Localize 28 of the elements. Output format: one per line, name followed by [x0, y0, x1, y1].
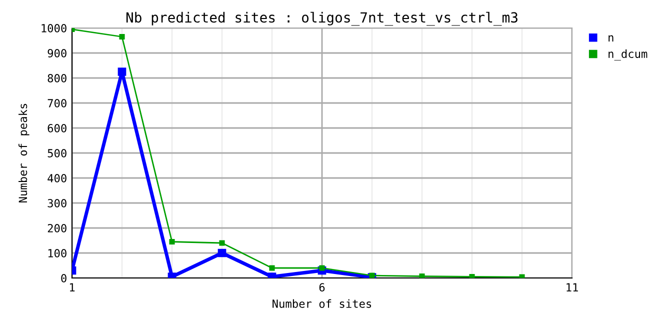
- y-tick-label: 200: [48, 224, 66, 232]
- x-tick-label: 1: [70, 283, 75, 292]
- legend-label: n: [608, 35, 614, 42]
- y-tick-label: 500: [48, 149, 66, 158]
- y-tick-label: 900: [48, 49, 66, 58]
- point: [118, 68, 126, 76]
- y-tick-label: 600: [48, 124, 66, 132]
- point: [169, 238, 175, 245]
- y-tick-label: 400: [48, 174, 66, 182]
- point: [419, 273, 425, 278]
- point: [119, 34, 125, 40]
- x-tick-label: 11: [566, 283, 578, 292]
- y-tick-label: 0: [61, 274, 66, 282]
- y-tick-label: 800: [48, 74, 66, 82]
- chart-title: Nb predicted sites : oligos_7nt_test_vs_ctrl_m3: [126, 12, 518, 26]
- y-tick-label: 300: [48, 199, 66, 208]
- point: [218, 248, 226, 258]
- point: [269, 265, 275, 271]
- point: [319, 265, 325, 271]
- x-axis-title: Number of sites: [272, 299, 372, 308]
- point: [219, 240, 225, 246]
- x-tick-label: 6: [319, 283, 325, 292]
- y-axis-title: Number of peaks: [18, 104, 30, 202]
- y-tick-label: 100: [48, 249, 66, 258]
- y-tick-label: 1000: [42, 24, 66, 32]
- point: [469, 274, 475, 278]
- legend-label: n_dcum: [608, 49, 648, 60]
- y-tick-label: 700: [48, 99, 66, 108]
